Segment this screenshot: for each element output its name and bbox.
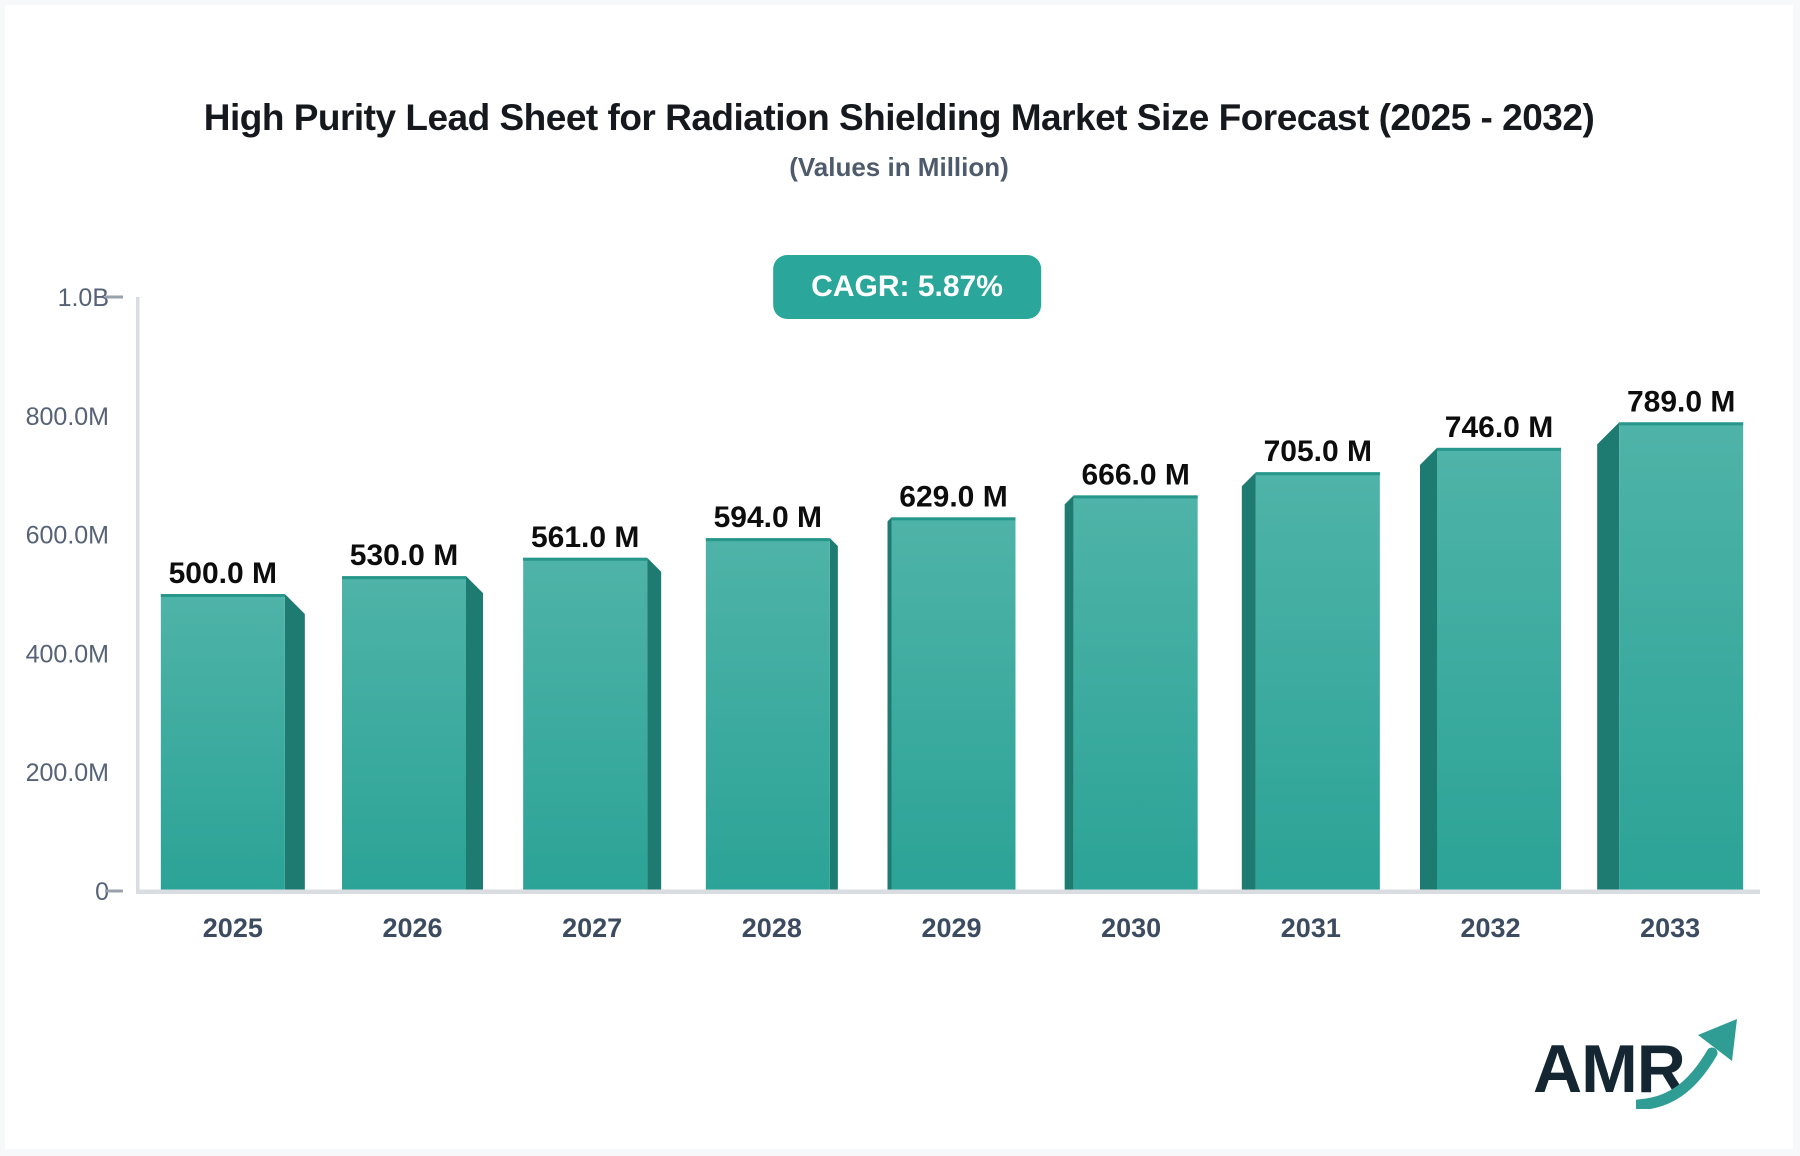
bar-value-label: 705.0 M: [1264, 435, 1372, 468]
bar-top-edge: [523, 557, 648, 561]
y-axis-line: [136, 297, 140, 891]
bar-side: [1597, 422, 1620, 891]
x-axis-line: [136, 889, 1760, 894]
bar-top-edge: [1437, 447, 1561, 451]
bar-top-edge: [342, 576, 466, 580]
x-category-label: 2025: [203, 913, 263, 943]
x-category-label: 2033: [1640, 913, 1700, 943]
bar-value-label: 594.0 M: [714, 501, 822, 534]
x-category-label: 2031: [1281, 913, 1341, 943]
x-category-label: 2026: [382, 913, 442, 943]
x-category-label: 2030: [1101, 913, 1161, 943]
bar-value-label: 561.0 M: [531, 521, 639, 554]
bar-top-edge: [891, 517, 1016, 521]
x-category-label: 2032: [1460, 913, 1520, 943]
bar-top-edge: [160, 594, 285, 597]
bar-face: [342, 576, 466, 891]
bar-face: [1619, 422, 1744, 891]
bar-value-label: 629.0 M: [899, 480, 1007, 513]
bar-side: [1064, 495, 1074, 891]
bar-side: [284, 594, 305, 891]
bar-value-label: 500.0 M: [169, 557, 277, 590]
y-tick-label: 200.0M: [26, 759, 109, 787]
amr-logo-text: AMR: [1533, 1031, 1686, 1107]
bar-value-label: 666.0 M: [1081, 458, 1189, 491]
bar-face: [705, 538, 830, 891]
bar-side: [466, 576, 483, 891]
bar-top-edge: [1255, 472, 1380, 476]
bar-value-label: 789.0 M: [1627, 385, 1735, 418]
bar-side: [647, 557, 662, 891]
y-tick-label: 0: [95, 878, 109, 906]
bar-face: [160, 594, 285, 891]
cagr-badge: CAGR: 5.87%: [773, 255, 1041, 319]
amr-logo: AMR: [1533, 1007, 1743, 1117]
chart-title: High Purity Lead Sheet for Radiation Shi…: [203, 97, 1595, 138]
y-tick-label: 600.0M: [26, 522, 109, 550]
bar-top-edge: [705, 538, 830, 542]
y-tick-label: 400.0M: [26, 640, 109, 668]
growth-arrow-icon: [1636, 1019, 1737, 1109]
bar-side: [829, 538, 838, 891]
x-category-label: 2028: [742, 913, 802, 943]
x-category-label: 2027: [562, 913, 622, 943]
bar-face: [523, 557, 648, 891]
bar-side: [1241, 472, 1256, 891]
bar-top-edge: [1073, 495, 1198, 499]
bar-side: [1420, 447, 1437, 891]
bar-face: [1255, 472, 1380, 891]
y-tick-label: 1.0B: [58, 284, 109, 312]
bar-face: [1073, 495, 1198, 891]
chart-card: High Purity Lead Sheet for Radiation Shi…: [5, 5, 1793, 1149]
bar-top-edge: [1619, 422, 1744, 426]
bar-face: [1437, 447, 1561, 891]
y-tick-label: 800.0M: [26, 403, 109, 431]
bar-chart: 0 200.0M 400.0M 600.0M 800.0M 1.0B 500.0 M 2025…: [26, 284, 1760, 943]
x-category-label: 2029: [921, 913, 981, 943]
bar-side: [887, 517, 892, 891]
bar-value-label: 746.0 M: [1445, 411, 1553, 444]
bar-value-label: 530.0 M: [350, 539, 458, 572]
bar-face: [891, 517, 1016, 891]
chart-subtitle: (Values in Million): [789, 152, 1009, 182]
